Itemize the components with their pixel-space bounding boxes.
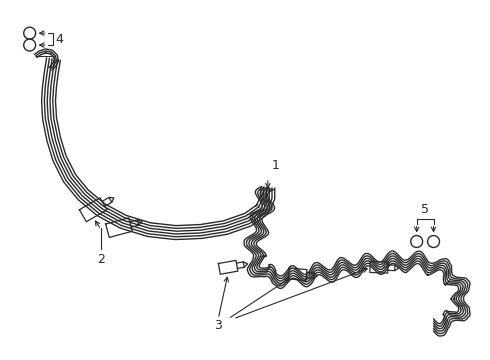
Text: 4: 4	[55, 33, 63, 46]
Text: 1: 1	[272, 159, 280, 172]
Text: 3: 3	[214, 319, 222, 332]
Text: 5: 5	[421, 203, 429, 216]
Text: 2: 2	[97, 253, 105, 266]
